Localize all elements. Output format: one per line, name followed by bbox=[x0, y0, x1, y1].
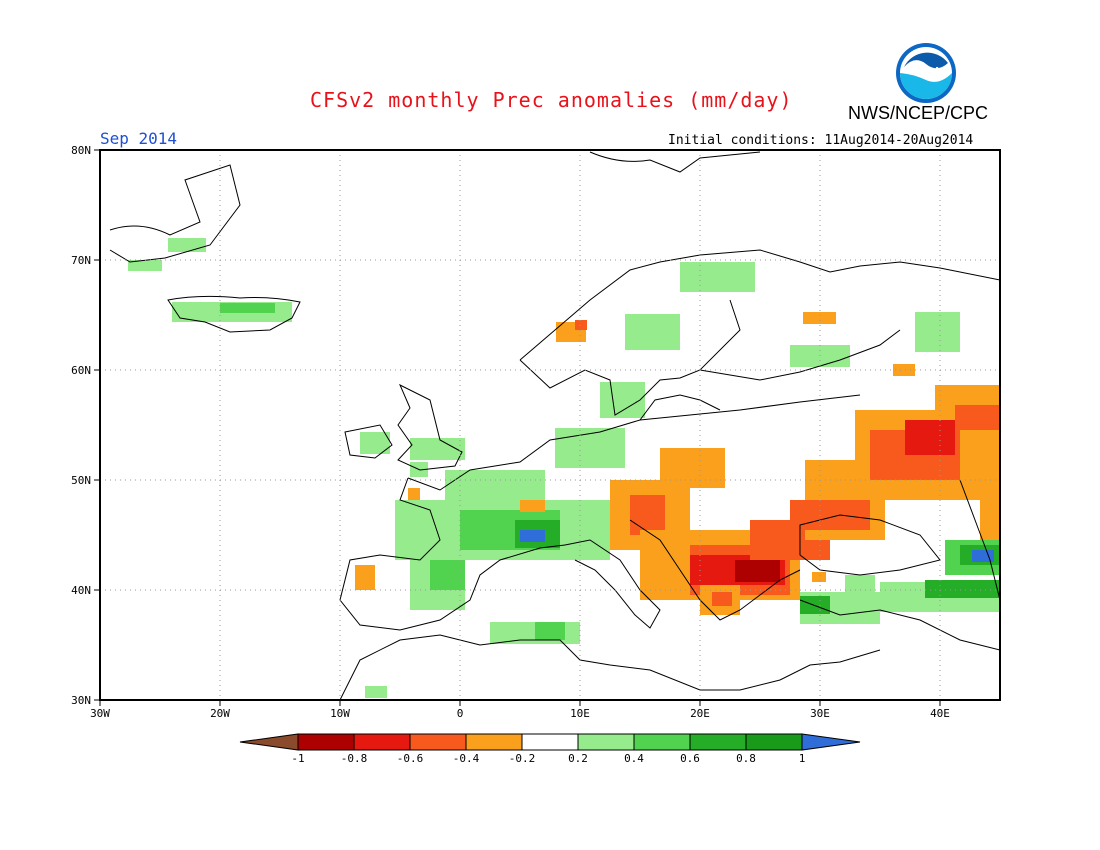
anomaly-shading bbox=[128, 238, 1000, 698]
lat-label: 40N bbox=[71, 584, 91, 597]
map-frame bbox=[99, 149, 1001, 701]
noaa-logo: NOAA bbox=[895, 42, 957, 104]
colorbar-label: -0.6 bbox=[397, 752, 424, 765]
colorbar-box bbox=[521, 733, 579, 751]
lat-label: 50N bbox=[71, 474, 91, 487]
colorbar-box bbox=[633, 733, 691, 751]
colorbar-box bbox=[577, 733, 635, 751]
longitude-labels: 30W 20W 10W 0 10E 20E 30E 40E bbox=[90, 707, 950, 720]
colorbar-label: 0.2 bbox=[568, 752, 588, 765]
lat-label: 30N bbox=[71, 694, 91, 707]
colorbar: -1 -0.8 -0.6 -0.4 -0.2 0.2 0.4 0.6 0.8 1 bbox=[239, 733, 861, 765]
colorbar-box bbox=[745, 733, 803, 751]
colorbar-label: -0.2 bbox=[509, 752, 536, 765]
colorbar-label: 0.8 bbox=[736, 752, 756, 765]
latitude-labels: 80N 70N 60N 50N 40N 30N bbox=[71, 144, 91, 707]
colorbar-box bbox=[353, 733, 411, 751]
org-label: NWS/NCEP/CPC bbox=[848, 103, 989, 123]
coastlines bbox=[109, 151, 1000, 700]
colorbar-boxes bbox=[297, 733, 803, 751]
tick-marks bbox=[94, 149, 941, 706]
colorbar-labels: -1 -0.8 -0.6 -0.4 -0.2 0.2 0.4 0.6 0.8 1 bbox=[291, 752, 805, 765]
lat-label: 80N bbox=[71, 144, 91, 157]
colorbar-high-arrow bbox=[801, 733, 861, 751]
colorbar-low-arrow bbox=[239, 733, 299, 751]
graticule bbox=[100, 150, 1000, 700]
lat-label: 70N bbox=[71, 254, 91, 267]
lon-label: 20E bbox=[690, 707, 710, 720]
lon-label: 0 bbox=[457, 707, 464, 720]
colorbar-box bbox=[409, 733, 467, 751]
lon-label: 30E bbox=[810, 707, 830, 720]
initial-conditions-label: Initial conditions: 11Aug2014-20Aug2014 bbox=[668, 133, 974, 148]
colorbar-label: -1 bbox=[291, 752, 304, 765]
colorbar-box bbox=[465, 733, 523, 751]
svg-text:NOAA: NOAA bbox=[911, 66, 940, 77]
lon-label: 20W bbox=[210, 707, 230, 720]
colorbar-label: 0.6 bbox=[680, 752, 700, 765]
lon-label: 10E bbox=[570, 707, 590, 720]
lat-label: 60N bbox=[71, 364, 91, 377]
colorbar-box bbox=[297, 733, 355, 751]
colorbar-label: 1 bbox=[799, 752, 806, 765]
colorbar-box bbox=[689, 733, 747, 751]
lon-label: 10W bbox=[330, 707, 350, 720]
colorbar-label: -0.8 bbox=[341, 752, 368, 765]
colorbar-label: -0.4 bbox=[453, 752, 480, 765]
map-title: CFSv2 monthly Prec anomalies (mm/day) bbox=[310, 88, 793, 112]
lon-label: 40E bbox=[930, 707, 950, 720]
colorbar-label: 0.4 bbox=[624, 752, 644, 765]
month-label: Sep 2014 bbox=[100, 129, 178, 148]
lon-label: 30W bbox=[90, 707, 110, 720]
